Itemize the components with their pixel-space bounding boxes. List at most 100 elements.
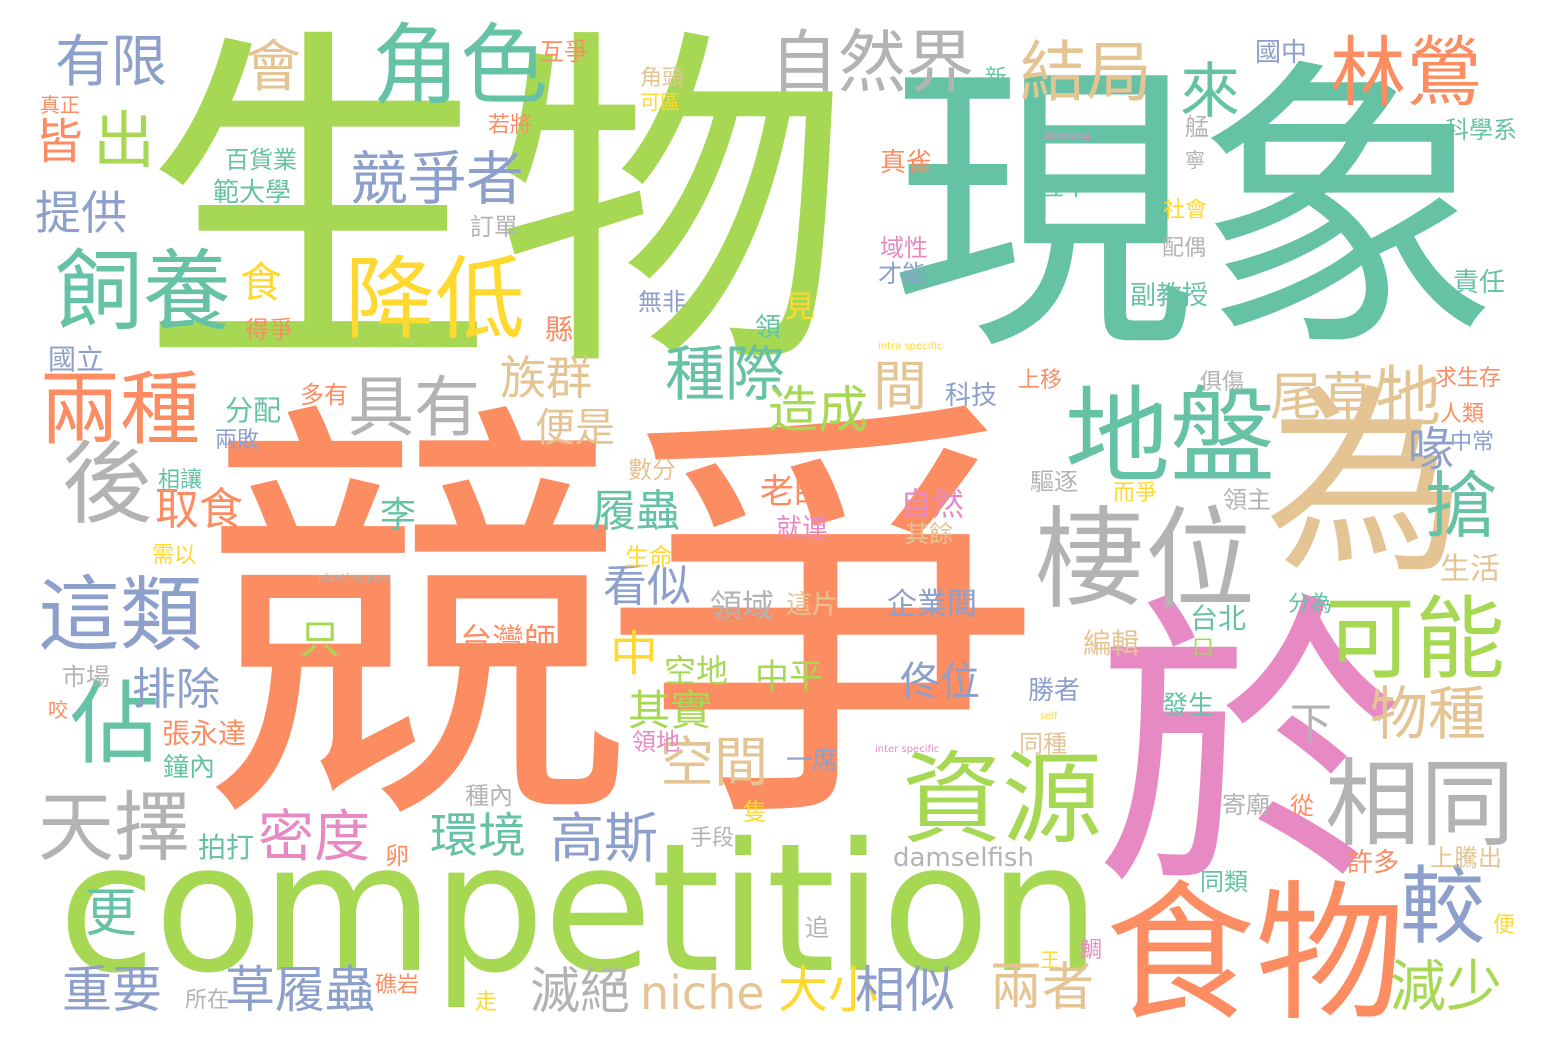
- word-zou: 走: [475, 990, 498, 1015]
- word-jianshao: 減少: [1390, 955, 1502, 1020]
- word-qushi: 取食: [155, 484, 243, 535]
- word-miejue: 滅絕: [530, 962, 630, 1020]
- word-shengwu: 生物: [140, 0, 850, 414]
- word-qiyejian: 企業間: [887, 587, 977, 622]
- word-zhelei: 這類: [38, 568, 203, 663]
- word-liangzhe: 兩者: [990, 958, 1095, 1018]
- word-ziran: 自然: [900, 485, 965, 523]
- word-jieju: 結局: [1020, 34, 1152, 111]
- word-kou: 口: [1192, 636, 1215, 661]
- word-zhi2: 隻: [743, 798, 767, 826]
- word-damselfish: damselfish: [893, 843, 1034, 873]
- word-xuduo: 許多: [1347, 848, 1400, 878]
- word-jian2: 見: [785, 290, 815, 325]
- word-jiangdi: 降低: [345, 247, 525, 352]
- word-bianshi: 便是: [535, 405, 615, 451]
- word-liangzhong: 兩種: [40, 363, 200, 456]
- word-huanjing: 環境: [430, 808, 527, 864]
- word-yuxing: 域性: [880, 234, 928, 262]
- word-tigong: 提供: [35, 186, 127, 240]
- word-xuyi: 需以: [152, 543, 197, 568]
- word-shengming: 生命: [625, 543, 673, 571]
- word-kexuexi: 科學系: [1445, 116, 1517, 144]
- word-xianxiang: 現象: [890, 35, 1500, 390]
- word-juyou: 具有: [348, 369, 480, 446]
- word-ziranjie: 自然界: [770, 24, 975, 103]
- word-fandaxue: 範大學: [213, 178, 292, 208]
- word-hou: 後: [62, 432, 152, 537]
- word-paida: 拍打: [198, 831, 255, 864]
- word-yao: 咬: [48, 698, 68, 722]
- word-hubu: 互不: [1040, 173, 1088, 201]
- word-ruojiang: 若將: [488, 113, 533, 138]
- word-quzhu: 驅逐: [1030, 468, 1078, 496]
- word-jimiao: 寄廟: [1222, 791, 1270, 819]
- word-zhong: 中: [610, 626, 659, 682]
- word-shi: 食: [240, 258, 283, 307]
- word-shehui: 社會: [1163, 198, 1208, 223]
- word-paichu: 排除: [132, 664, 220, 715]
- word-intra-specific: intra specific: [878, 341, 943, 352]
- word-jingzhengzhe: 競爭者: [350, 145, 525, 213]
- word-niche: niche: [640, 966, 765, 1020]
- word-guoli: 國立: [48, 343, 105, 376]
- word-dingdan: 訂單: [470, 213, 518, 241]
- word-jiaotou: 角頭: [640, 66, 685, 91]
- word-laoshi: 老師: [760, 472, 828, 512]
- word-caineng: 才能: [878, 260, 926, 288]
- word-shufen: 數分: [628, 456, 676, 484]
- word-thinning: thinning: [1045, 129, 1091, 142]
- word-yu: 於: [1095, 569, 1405, 930]
- word-kequ: 可區: [640, 90, 680, 114]
- word-ta: 牠: [1375, 359, 1441, 436]
- word-zhongnei2: 種內: [465, 782, 513, 810]
- word-fasheng: 發生: [1162, 691, 1215, 721]
- word-jie: 皆: [35, 114, 84, 170]
- word-shangyi: 上移: [1018, 368, 1063, 393]
- word-kansi: 看似: [603, 561, 691, 612]
- word-shichang: 市場: [62, 663, 110, 691]
- word-renlei: 人類: [1440, 402, 1485, 427]
- word-xiangsi: 相似: [855, 961, 955, 1019]
- word-zhongchang: 中常: [1450, 430, 1495, 455]
- word-competition: competition: [58, 805, 1101, 1012]
- word-caolüchong: 草履蟲: [225, 961, 375, 1019]
- word-shouduan: 手段: [690, 826, 735, 851]
- word-hui: 會: [245, 35, 301, 100]
- word-qiyu: 其餘: [905, 520, 953, 548]
- word-juese: 角色: [372, 14, 549, 117]
- word-keneng: 可能: [1325, 587, 1505, 692]
- word-shengzhe: 勝者: [1028, 676, 1081, 706]
- word-zhenque: 真雀: [880, 148, 933, 178]
- word-zhongnei: 鐘內: [163, 753, 216, 783]
- word-chu: 出: [93, 104, 156, 177]
- word-wang: 王: [1040, 948, 1060, 972]
- word-fujiaoshou: 副教授: [1130, 281, 1209, 311]
- word-zhepian: 這片: [786, 590, 839, 620]
- word-zhenzheng: 真正: [40, 93, 80, 117]
- word-geng: 更: [85, 884, 138, 944]
- word-qiushengcun: 求生存: [1435, 366, 1502, 391]
- word-weicao: 尾草: [1270, 368, 1375, 428]
- word-wufei: 無非: [638, 288, 686, 316]
- word-xiangtong: 相同: [1325, 750, 1516, 860]
- word-jian: 間: [873, 355, 927, 418]
- word-jiulian: 就連: [776, 514, 829, 544]
- word-gaosi: 高斯: [550, 807, 658, 870]
- word-dipan: 地盤: [1065, 376, 1276, 498]
- word-tonglei: 同類: [1200, 868, 1248, 896]
- word-baihuoye: 百貨業: [225, 146, 297, 174]
- word-zeren: 責任: [1453, 268, 1506, 298]
- word-zhui: 追: [805, 914, 829, 942]
- word-jushang: 俱傷: [1200, 370, 1245, 395]
- word-siyang: 飼養: [55, 240, 232, 343]
- word-duoyou: 多有: [300, 381, 348, 409]
- word-kongdi: 空地: [664, 652, 729, 690]
- word-ling: 領: [755, 313, 782, 343]
- word-dezheng: 得爭: [245, 316, 293, 344]
- word-yixi: 一席: [786, 746, 839, 776]
- word-xiangrang: 相讓: [158, 468, 203, 493]
- word-youxian: 有限: [55, 30, 167, 95]
- word-self: self: [1040, 711, 1058, 722]
